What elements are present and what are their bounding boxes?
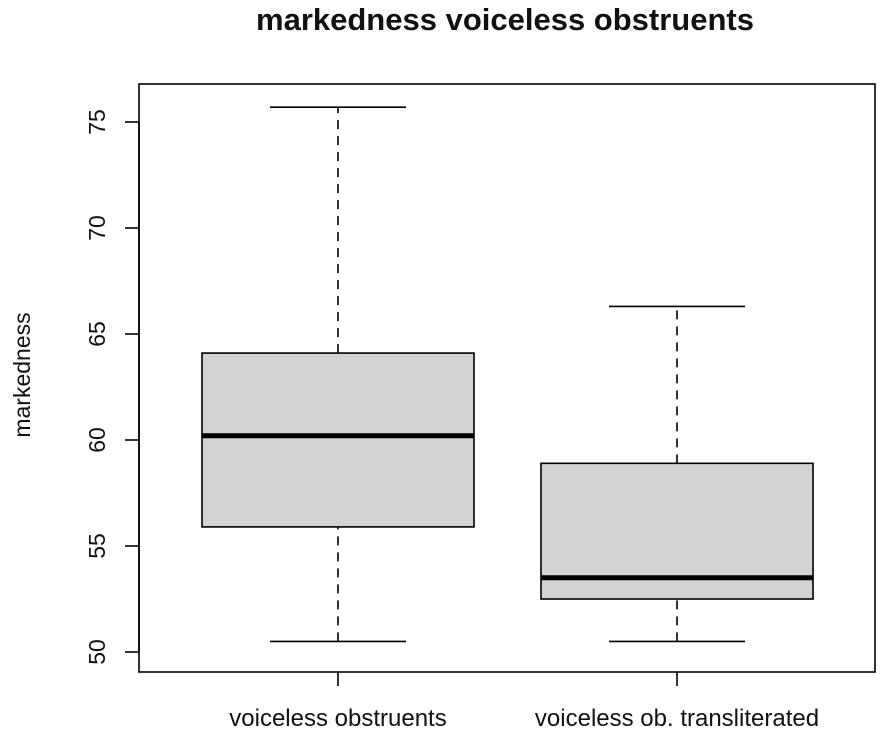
y-tick-label-70: 70 — [84, 215, 110, 241]
chart-title: markedness voiceless obstruents — [256, 2, 754, 37]
box-1 — [201, 106, 475, 643]
y-tick-label-75: 75 — [84, 109, 110, 135]
boxes — [201, 106, 814, 643]
y-tick-label-50: 50 — [84, 639, 110, 665]
y-axis: 50 55 60 65 70 75 — [84, 109, 140, 665]
y-tick-label-60: 60 — [84, 427, 110, 453]
box-2 — [540, 305, 814, 643]
interquartile-box — [201, 352, 475, 528]
y-tick-label-65: 65 — [84, 321, 110, 347]
y-axis-label: markedness — [9, 312, 35, 437]
y-tick-label-55: 55 — [84, 533, 110, 559]
x-axis: voiceless obstruents voiceless ob. transl… — [229, 672, 819, 732]
x-tick-label-2: voiceless ob. transliterated — [535, 705, 819, 732]
x-tick-label-1: voiceless obstruents — [229, 705, 446, 732]
